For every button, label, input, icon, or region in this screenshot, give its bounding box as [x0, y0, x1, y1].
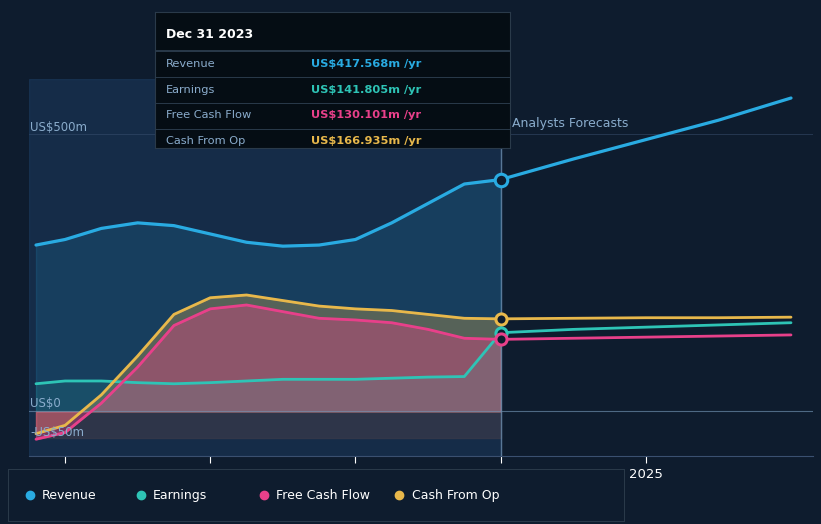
Text: -US$50m: -US$50m: [30, 426, 85, 439]
Text: Cash From Op: Cash From Op: [411, 489, 499, 501]
Text: US$0: US$0: [30, 397, 61, 410]
Text: US$141.805m /yr: US$141.805m /yr: [311, 84, 421, 94]
Text: Free Cash Flow: Free Cash Flow: [166, 111, 251, 121]
Text: Dec 31 2023: Dec 31 2023: [166, 28, 253, 41]
Text: US$417.568m /yr: US$417.568m /yr: [311, 59, 421, 69]
Text: Earnings: Earnings: [166, 84, 215, 94]
Text: Revenue: Revenue: [42, 489, 97, 501]
Text: US$130.101m /yr: US$130.101m /yr: [311, 111, 421, 121]
Text: Revenue: Revenue: [166, 59, 215, 69]
Text: Free Cash Flow: Free Cash Flow: [276, 489, 370, 501]
Text: US$500m: US$500m: [30, 121, 87, 134]
Text: Earnings: Earnings: [153, 489, 207, 501]
Bar: [29, 79, 501, 456]
Text: US$166.935m /yr: US$166.935m /yr: [311, 136, 422, 146]
Text: Cash From Op: Cash From Op: [166, 136, 245, 146]
Text: Analysts Forecasts: Analysts Forecasts: [512, 117, 629, 129]
Text: Past: Past: [466, 117, 492, 129]
